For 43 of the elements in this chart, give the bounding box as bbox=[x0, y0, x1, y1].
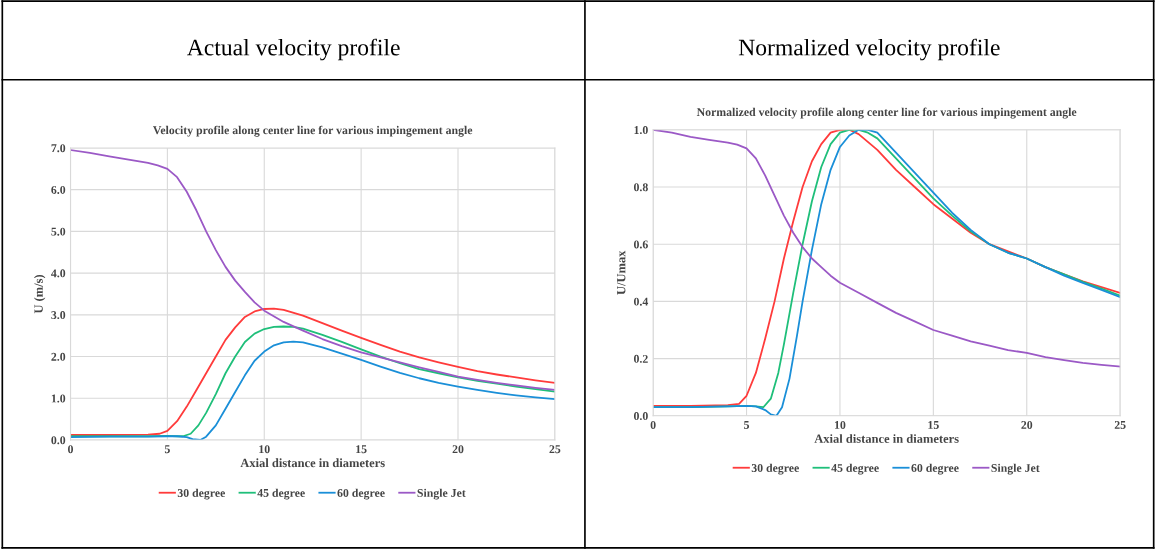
line-series bbox=[70, 307, 555, 436]
y-tick-label: 0.0 bbox=[633, 412, 648, 421]
y-tick-label: 3.0 bbox=[51, 311, 66, 320]
x-tick-label: 5 bbox=[744, 421, 750, 429]
y-tick-label: 0.2 bbox=[633, 354, 648, 363]
y-tick-label: 0.0 bbox=[51, 436, 66, 445]
legend-label: 30 degree bbox=[177, 488, 226, 500]
y-tick-label: 4.0 bbox=[51, 269, 66, 278]
y-tick-label: 5.0 bbox=[51, 227, 66, 236]
y-tick-label: 7.0 bbox=[51, 144, 66, 153]
y-tick-label: 1.0 bbox=[634, 126, 648, 135]
chart-title: Actual velocity profile bbox=[186, 38, 400, 61]
x-tick-label: 20 bbox=[452, 445, 464, 454]
x-tick-label: 10 bbox=[834, 421, 846, 429]
legend-label: 30 degree bbox=[751, 463, 799, 475]
x-tick-label: 15 bbox=[928, 421, 939, 429]
y-tick-label: 6.0 bbox=[51, 185, 66, 194]
chart-title: Normalized velocity profile bbox=[738, 38, 1000, 61]
x-axis-title: Axial distance in diameters bbox=[814, 434, 959, 443]
legend-label: 60 degree bbox=[911, 463, 959, 475]
chart-subtitle: Velocity profile along center line for various impingement angle bbox=[153, 125, 473, 137]
y-tick-label: 0.4 bbox=[633, 297, 649, 306]
legend-label: Single Jet bbox=[417, 488, 466, 500]
legend-label: Single Jet bbox=[991, 463, 1040, 475]
y-axis-title: U/Umax bbox=[617, 250, 626, 295]
x-tick-label: 5 bbox=[164, 445, 170, 454]
y-tick-label: 1.0 bbox=[51, 394, 66, 403]
y-tick-label: 0.6 bbox=[633, 240, 648, 249]
y-tick-label: 2.0 bbox=[51, 352, 66, 361]
chart-subtitle: Normalized velocity profile along center line for various impingement angle bbox=[696, 107, 1077, 119]
x-tick-label: 25 bbox=[1114, 421, 1126, 429]
x-tick-label: 10 bbox=[259, 445, 270, 454]
legend-label: 60 degree bbox=[337, 488, 385, 500]
x-axis-title: Axial distance in diameters bbox=[240, 458, 385, 468]
x-tick-label: 0 bbox=[68, 445, 74, 454]
x-tick-label: 20 bbox=[1021, 421, 1033, 429]
legend-label: 45 degree bbox=[831, 463, 879, 475]
x-tick-label: 15 bbox=[356, 445, 367, 454]
x-tick-label: 25 bbox=[549, 445, 561, 454]
y-axis-title: U (m/s) bbox=[34, 274, 46, 314]
x-tick-label: 0 bbox=[650, 421, 656, 429]
legend-label: 45 degree bbox=[257, 488, 305, 500]
y-tick-label: 0.8 bbox=[633, 183, 648, 192]
